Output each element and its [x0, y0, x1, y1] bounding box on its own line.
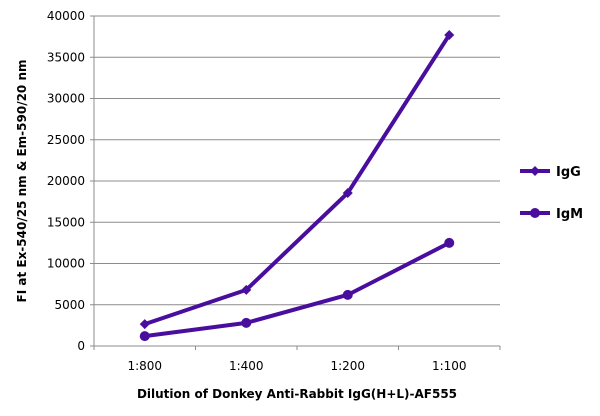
y-tick-label: 30000	[47, 92, 85, 106]
y-tick-label: 40000	[47, 9, 85, 23]
x-tick-label: 1:400	[229, 359, 264, 373]
y-tick-label: 20000	[47, 174, 85, 188]
y-tick-label: 10000	[47, 257, 85, 271]
diamond-marker	[241, 284, 252, 295]
x-tick-label: 1:200	[330, 359, 365, 373]
diamond-marker	[342, 187, 353, 198]
y-tick-label: 0	[77, 339, 85, 353]
y-axis-label: FI at Ex-540/25 nm & Em-590/20 nm	[15, 60, 29, 303]
diamond-marker	[444, 29, 455, 40]
y-tick-label: 5000	[54, 298, 85, 312]
circle-marker	[342, 289, 353, 300]
circle-marker	[139, 331, 150, 342]
circle-marker	[530, 208, 540, 218]
legend-label: IgG	[556, 165, 581, 180]
y-tick-label: 25000	[47, 133, 85, 147]
circle-marker	[241, 317, 252, 328]
x-axis-label: Dilution of Donkey Anti-Rabbit IgG(H+L)-…	[137, 387, 457, 401]
y-tick-label: 35000	[47, 50, 85, 64]
legend-label: IgM	[556, 207, 583, 222]
series-line-IgG	[144, 33, 451, 327]
y-tick-label: 15000	[47, 215, 85, 229]
diamond-marker	[530, 166, 540, 176]
circle-marker	[444, 237, 455, 248]
series-line-IgM	[144, 241, 451, 339]
x-tick-label: 1:100	[432, 359, 467, 373]
diamond-marker	[139, 319, 150, 330]
x-tick-label: 1:800	[127, 359, 162, 373]
